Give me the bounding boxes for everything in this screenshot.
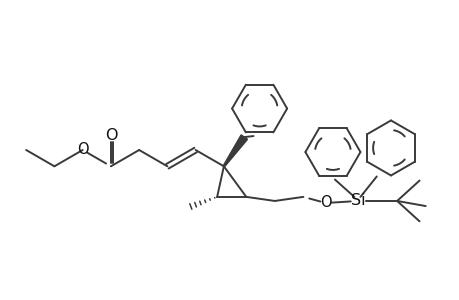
Text: Si: Si [350,194,365,208]
Text: O: O [319,196,331,211]
Text: O: O [105,128,117,143]
Text: O: O [77,142,88,158]
Polygon shape [223,135,247,167]
